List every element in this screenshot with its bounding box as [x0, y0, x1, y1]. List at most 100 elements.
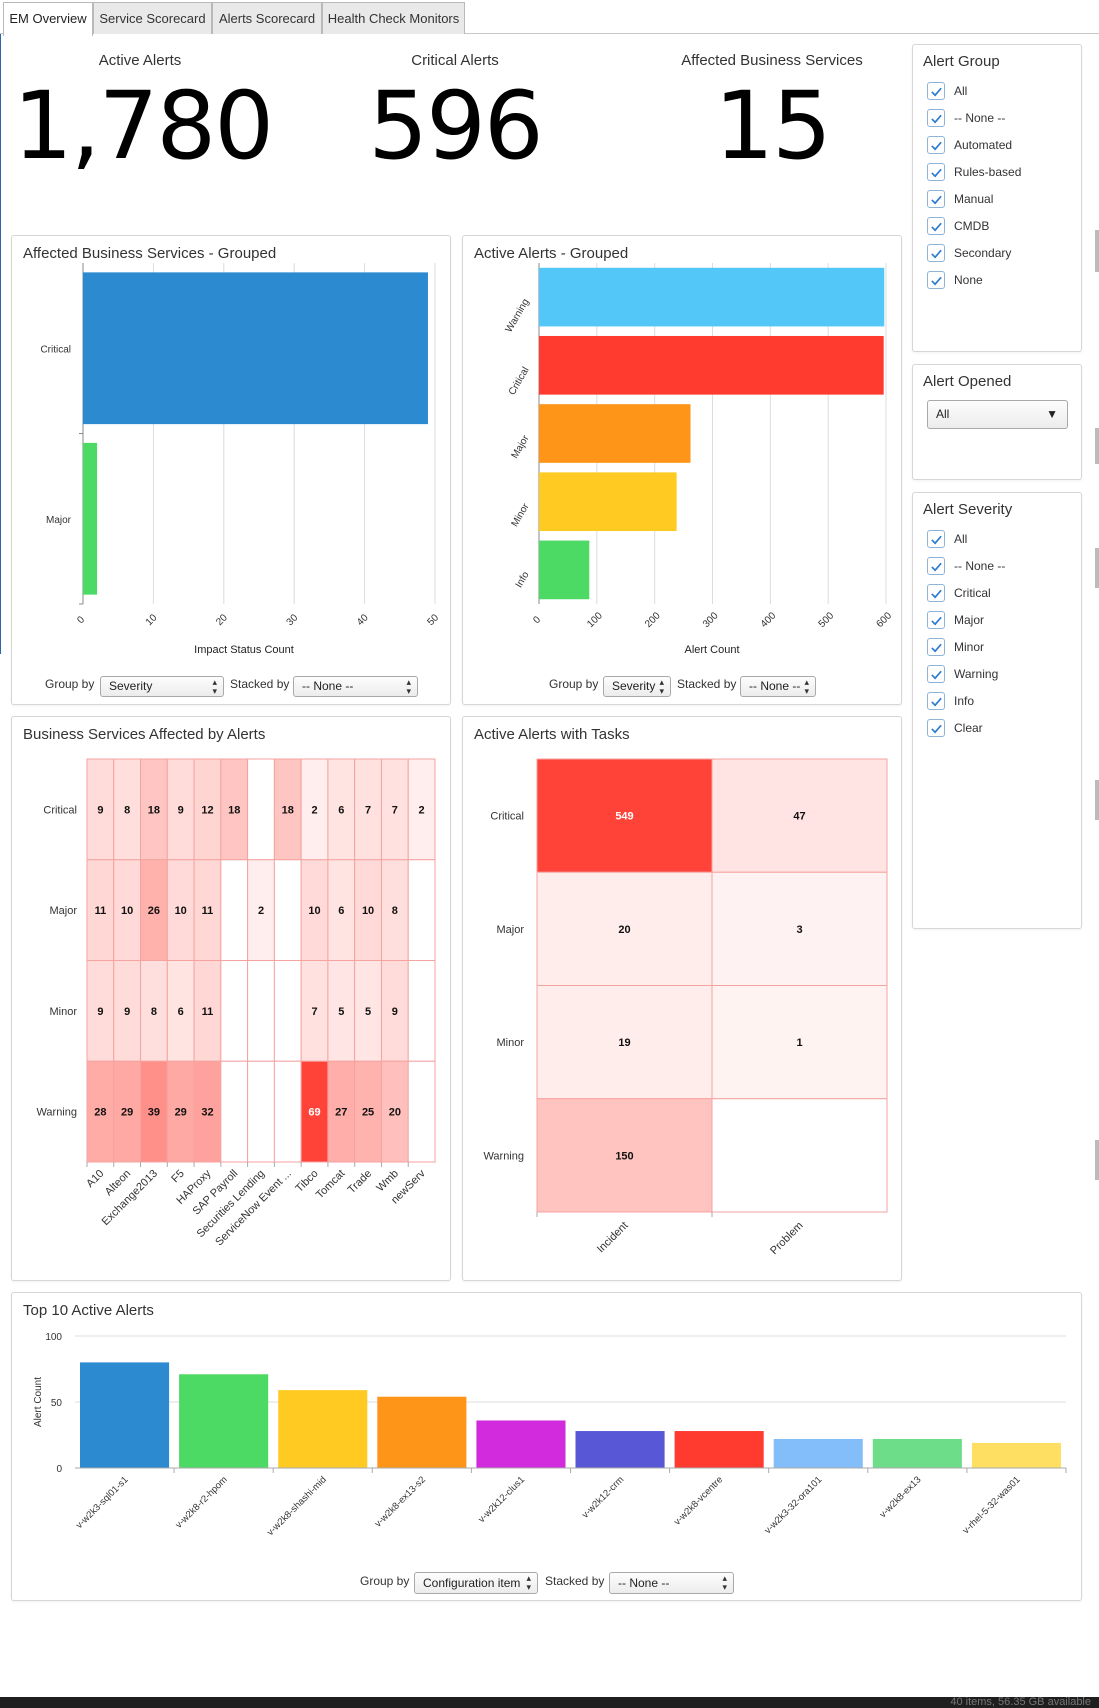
alert-group-item[interactable]: -- None -- — [927, 107, 1005, 129]
heat-cell — [380, 1060, 409, 1163]
alert-severity-item-label: Warning — [954, 667, 999, 681]
alert-group-item[interactable]: Secondary — [927, 242, 1011, 264]
heat-cell — [86, 758, 115, 861]
alert-severity-item[interactable]: -- None -- — [927, 555, 1005, 577]
checkbox-checked-icon[interactable] — [927, 557, 945, 575]
tab-health-check-monitors[interactable]: Health Check Monitors — [322, 2, 465, 34]
checkbox-checked-icon[interactable] — [927, 163, 945, 181]
kpi-value-affected-business-services[interactable]: 15 — [714, 72, 832, 181]
checkbox-checked-icon[interactable] — [927, 136, 945, 154]
heat-cell — [380, 960, 409, 1062]
bar — [476, 1420, 566, 1468]
checkbox-checked-icon[interactable] — [927, 719, 945, 737]
alert-group-item[interactable]: None — [927, 269, 983, 291]
bar — [773, 1438, 863, 1468]
group-by-value: Configuration item — [423, 1576, 521, 1590]
heat-cell — [247, 859, 275, 961]
heat-cell — [86, 859, 115, 961]
business-services-affected-card: Business Services Affected by Alerts Cri… — [11, 716, 451, 1281]
row-label: Warning — [36, 1107, 77, 1119]
cell-value: 20 — [389, 1107, 401, 1119]
bar — [83, 442, 98, 595]
cell-value: 9 — [97, 804, 103, 816]
heat-cell — [407, 960, 436, 1062]
heat-cell — [220, 859, 249, 961]
checkbox-checked-icon[interactable] — [927, 109, 945, 127]
bar — [674, 1431, 764, 1468]
checkbox-checked-icon[interactable] — [927, 530, 945, 548]
bar — [83, 272, 428, 425]
alert-severity-item-label: Info — [954, 694, 975, 708]
bar — [872, 1438, 962, 1468]
cell-value: 27 — [335, 1107, 347, 1119]
cell-value: 29 — [175, 1107, 187, 1119]
heat-cell — [407, 1060, 436, 1163]
kpi-value-active-alerts[interactable]: 1,780 — [12, 72, 274, 181]
checkbox-checked-icon[interactable] — [927, 665, 945, 683]
checkbox-checked-icon[interactable] — [927, 271, 945, 289]
heat-cell — [327, 758, 356, 861]
row-label: Minor — [496, 1037, 524, 1049]
heat-cell — [140, 960, 168, 1062]
checkbox-checked-icon[interactable] — [927, 584, 945, 602]
cell-value: 8 — [392, 905, 398, 917]
alert-severity-item[interactable]: Critical — [927, 582, 991, 604]
row-label: Critical — [490, 811, 524, 823]
checkbox-checked-icon[interactable] — [927, 611, 945, 629]
alert-severity-item-label: Critical — [954, 586, 991, 600]
x-tick-label: v-w2k3-32-ora101 — [762, 1474, 824, 1536]
cell-value: 47 — [793, 811, 805, 823]
tab-service-scorecard[interactable]: Service Scorecard — [93, 2, 212, 34]
alert-severity-item[interactable]: All — [927, 528, 967, 550]
alert-opened-select[interactable]: All ▼ — [927, 400, 1068, 429]
stacked-by-select[interactable]: -- None -- ▴ ▾ — [609, 1572, 734, 1594]
checkbox-checked-icon[interactable] — [927, 190, 945, 208]
cell-value: 6 — [338, 804, 344, 816]
cell-value: 29 — [121, 1107, 133, 1119]
top-10-active-alerts-card: Top 10 Active Alerts 0 50 100 Alert Count v-… — [11, 1292, 1082, 1601]
stacked-by-label: Stacked by — [677, 677, 737, 691]
kpi-label-active-alerts: Active Alerts — [98, 52, 182, 69]
alert-severity-item-label: All — [954, 532, 968, 546]
bar — [539, 404, 691, 463]
group-by-select[interactable]: Configuration item ▴ ▾ — [414, 1572, 538, 1594]
x-tick-label: 500 — [817, 610, 837, 630]
checkbox-checked-icon[interactable] — [927, 82, 945, 100]
alert-group-item[interactable]: Manual — [927, 188, 993, 210]
y-tick-label: Minor — [510, 501, 532, 529]
card-title: Top 10 Active Alerts — [23, 1302, 154, 1319]
alert-group-item[interactable]: Rules-based — [927, 161, 1021, 183]
alert-group-item[interactable]: Automated — [927, 134, 1012, 156]
group-by-select[interactable]: Severity ▴ ▾ — [603, 676, 671, 697]
checkbox-checked-icon[interactable] — [927, 638, 945, 656]
stacked-by-select[interactable]: -- None -- ▴ ▾ — [293, 676, 418, 697]
checkbox-checked-icon[interactable] — [927, 244, 945, 262]
group-by-select[interactable]: Severity ▴ ▾ — [100, 676, 224, 697]
alert-severity-item[interactable]: Warning — [927, 663, 998, 685]
checkbox-checked-icon[interactable] — [927, 692, 945, 710]
alert-group-item[interactable]: CMDB — [927, 215, 989, 237]
stacked-by-label: Stacked by — [545, 1574, 605, 1588]
heat-cell — [193, 859, 222, 961]
bar — [539, 540, 590, 600]
tab-em-overview[interactable]: EM Overview — [3, 2, 93, 36]
alert-severity-item[interactable]: Info — [927, 690, 974, 712]
heat-cell — [536, 985, 713, 1100]
alert-severity-item[interactable]: Minor — [927, 636, 984, 658]
stacked-by-value: -- None -- — [618, 1576, 670, 1590]
alert-group-item[interactable]: All — [927, 80, 967, 102]
checkbox-checked-icon[interactable] — [927, 217, 945, 235]
tab-alerts-scorecard[interactable]: Alerts Scorecard — [212, 2, 322, 34]
stacked-by-select[interactable]: -- None -- ▴ ▾ — [740, 676, 816, 697]
kpi-value-critical-alerts[interactable]: 596 — [368, 72, 543, 181]
heat-cell — [220, 960, 249, 1062]
alert-severity-item[interactable]: Clear — [927, 717, 983, 739]
heat-cell — [113, 859, 142, 961]
y-tick-label: Info — [514, 570, 532, 590]
heat-cell — [711, 871, 888, 986]
tab-bar: EM Overview Service Scorecard Alerts Sco… — [0, 0, 1099, 36]
cell-value: 11 — [202, 905, 214, 917]
x-tick-label: 50 — [425, 612, 441, 628]
alert-severity-item[interactable]: Major — [927, 609, 984, 631]
